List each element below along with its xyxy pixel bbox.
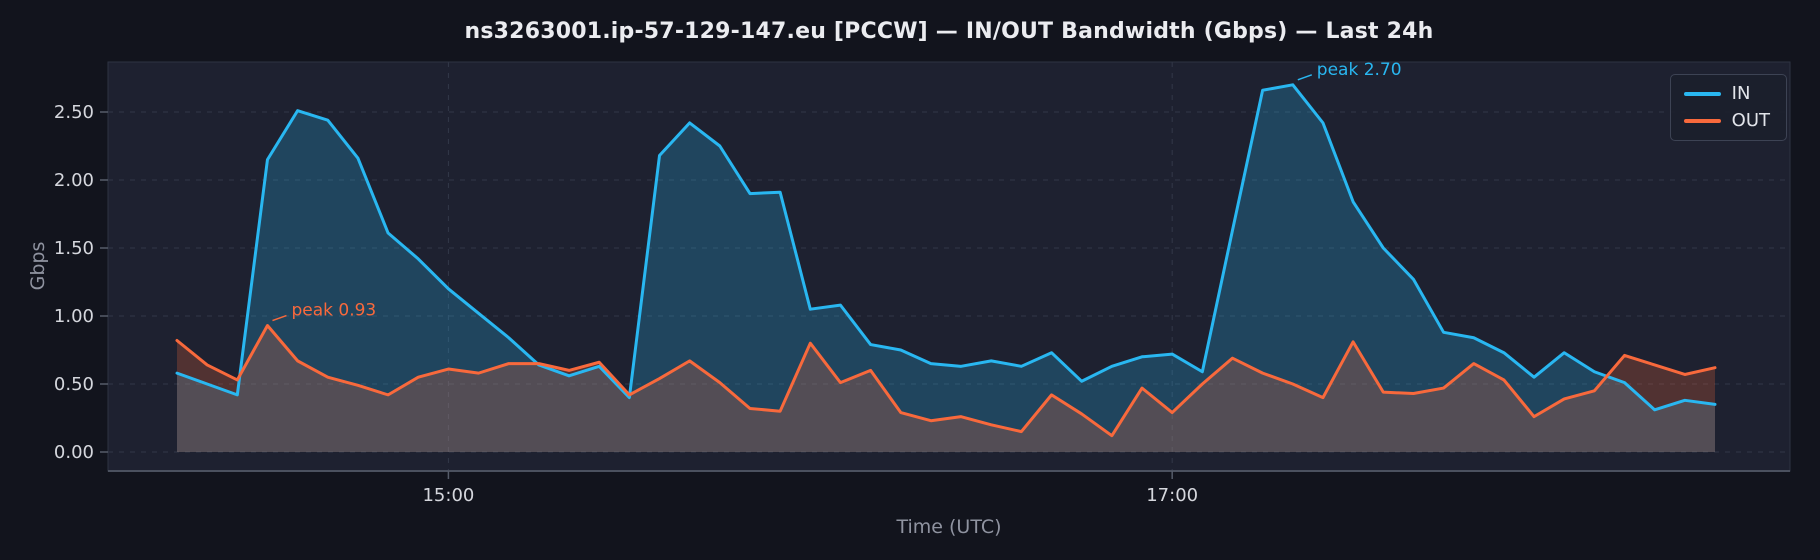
peak-annotation: peak 2.70: [1317, 60, 1402, 80]
annotation-connector: [1297, 74, 1313, 81]
y-tick-label: 0.50: [54, 374, 94, 395]
legend-label-out: OUT: [1731, 110, 1770, 131]
out-line: [175, 324, 1717, 438]
y-tick-label: 2.00: [54, 170, 94, 191]
chart-legend: IN OUT: [1669, 74, 1787, 141]
peak-annotation: peak 0.93: [291, 301, 376, 321]
in-series-swatch: [1683, 92, 1721, 96]
y-tick-label: 1.50: [54, 238, 94, 259]
y-tick-label: 0.00: [54, 442, 94, 463]
legend-label-in: IN: [1731, 83, 1751, 104]
in-area-fill: [177, 84, 1715, 453]
y-tick-label: 1.00: [54, 306, 94, 327]
out-area-fill: [177, 325, 1715, 452]
legend-entry-out: OUT: [1683, 110, 1770, 131]
legend-entry-in: IN: [1683, 83, 1770, 104]
x-tick-label: 15:00: [422, 485, 474, 506]
chart-title: ns3263001.ip-57-129-147.eu [PCCW] — IN/O…: [464, 19, 1434, 44]
plot-area: [108, 62, 1790, 471]
out-series-swatch: [1683, 119, 1721, 123]
x-axis-label: Time (UTC): [896, 516, 1002, 538]
x-tick-label: 17:00: [1146, 485, 1198, 506]
annotation-connector: [272, 314, 287, 322]
y-tick-label: 2.50: [54, 102, 94, 123]
in-line: [175, 83, 1717, 412]
